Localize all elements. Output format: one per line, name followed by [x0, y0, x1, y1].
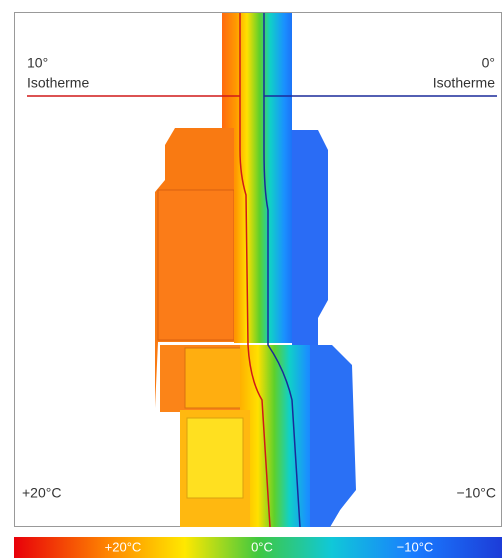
- left-top-name: Isotherme: [27, 75, 89, 91]
- right-top-name: Isotherme: [433, 75, 495, 91]
- right-top-value: 0°: [482, 55, 495, 71]
- left-top-value: 10°: [27, 55, 48, 71]
- right-bottom-label: −10°C: [457, 485, 496, 501]
- colorbar-label: +20°C: [105, 539, 142, 554]
- colorbar: [14, 537, 502, 558]
- colorbar-label: 0°C: [251, 539, 273, 554]
- profile: [155, 13, 356, 528]
- colorbar-label: −10°C: [397, 539, 434, 554]
- left-bottom-label: +20°C: [22, 485, 61, 501]
